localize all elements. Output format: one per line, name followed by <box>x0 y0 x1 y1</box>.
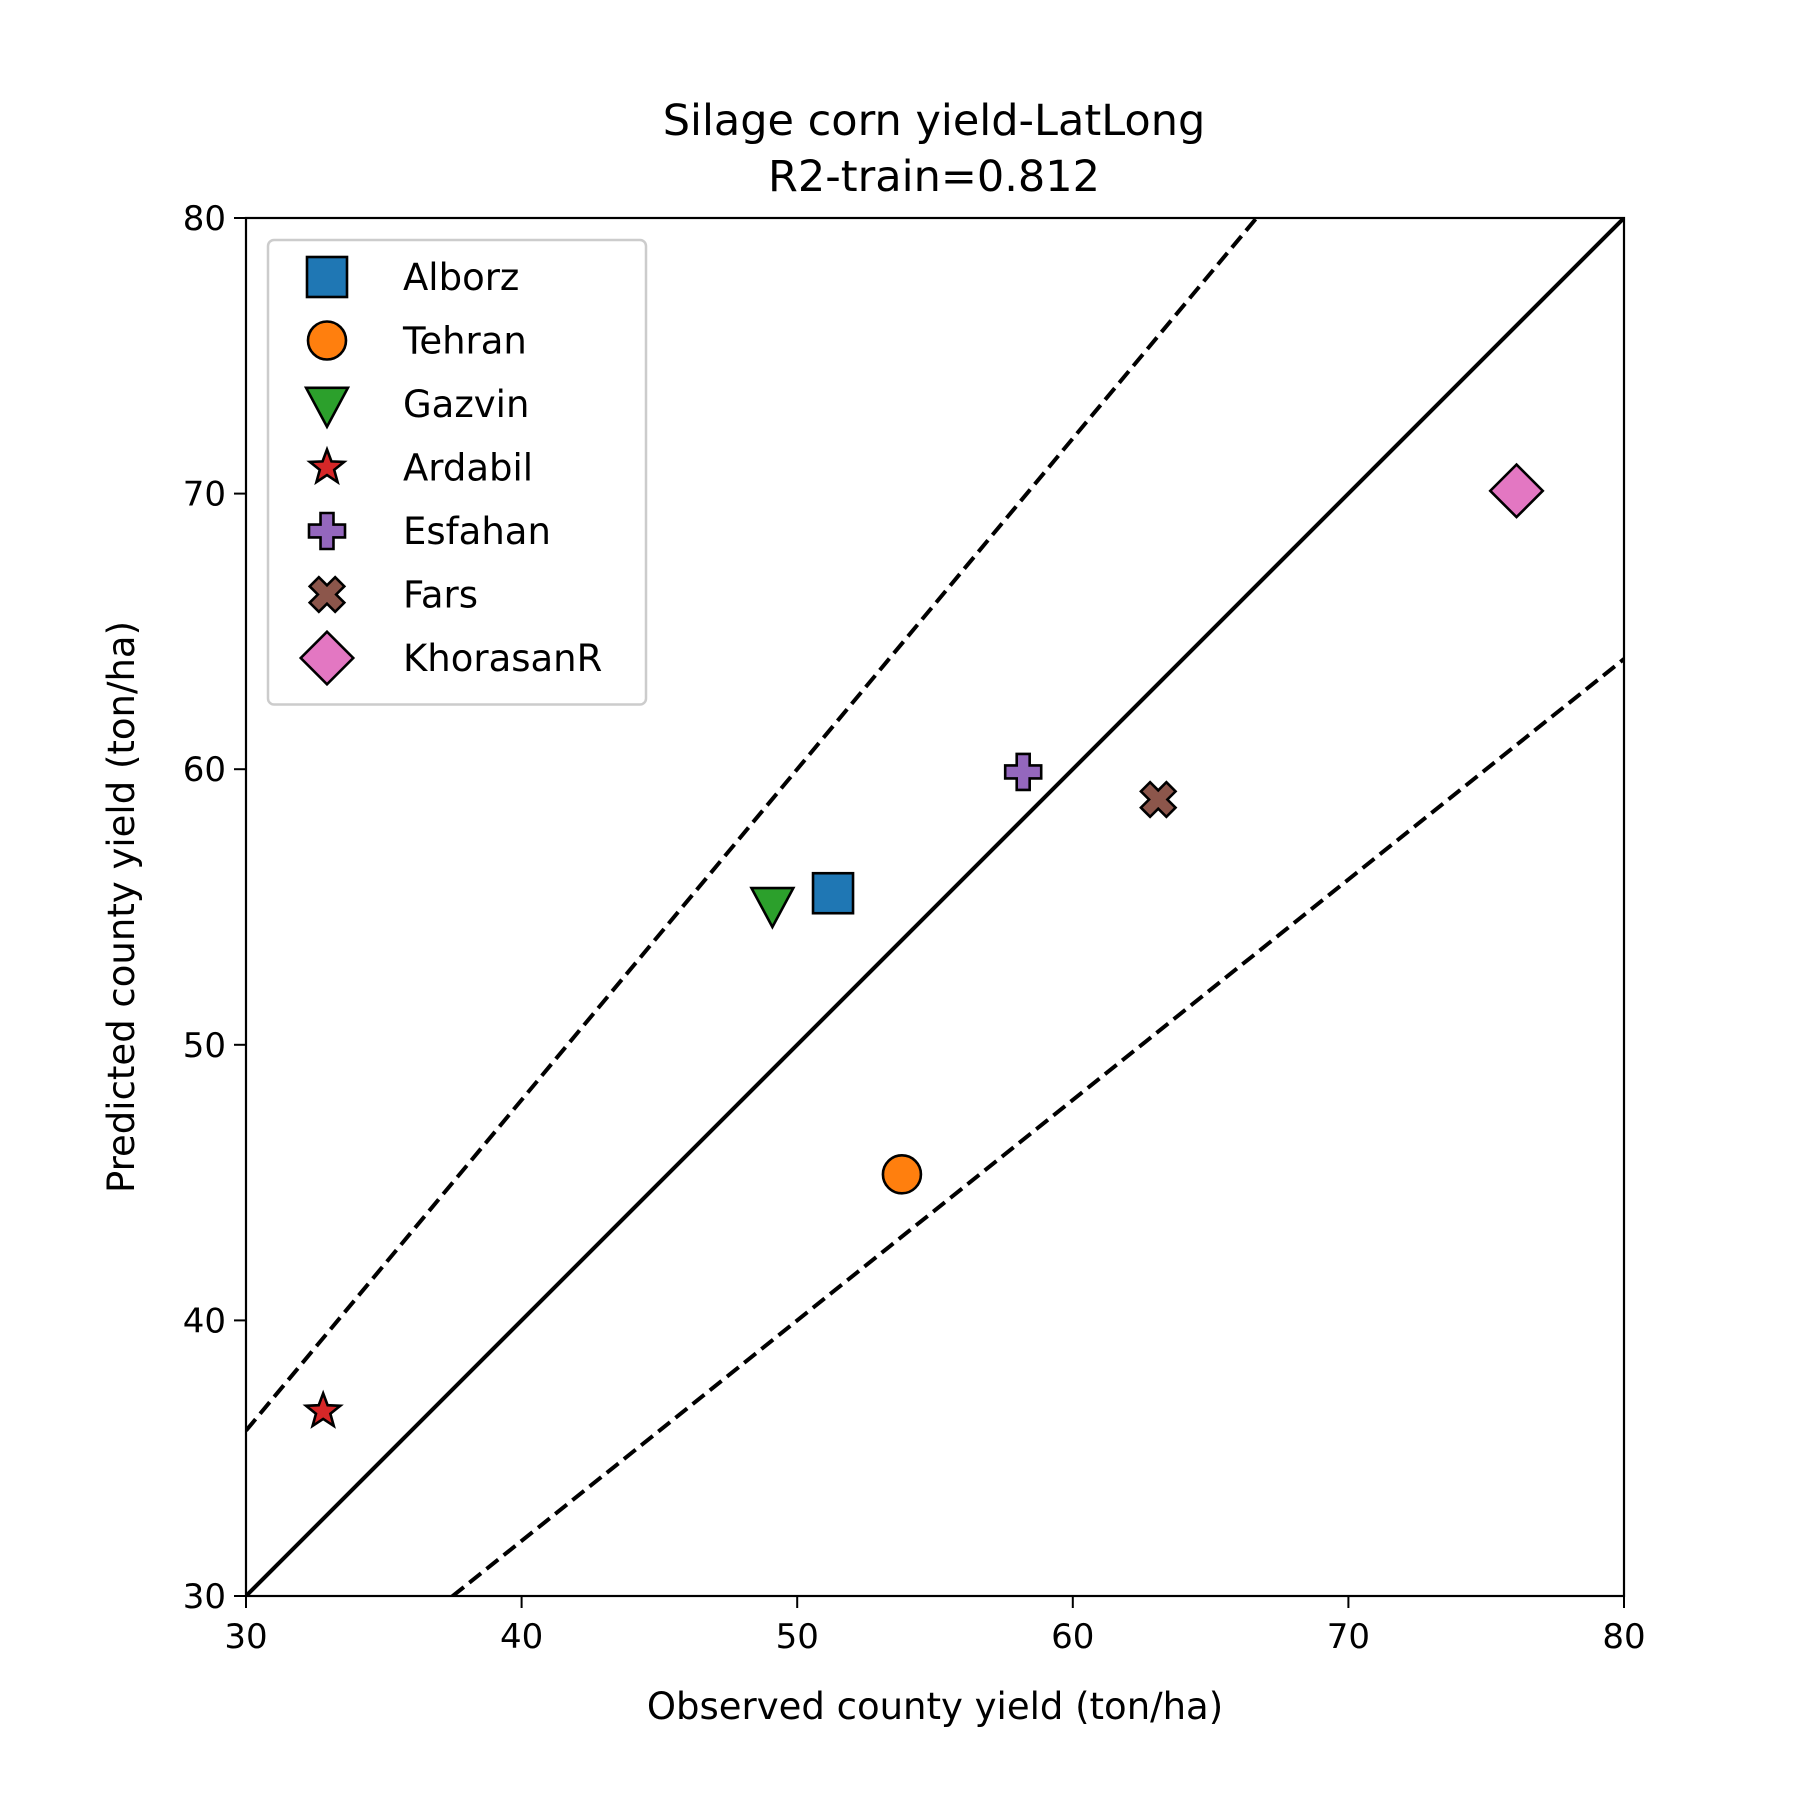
legend-marker-tehran <box>306 320 348 361</box>
legend: Alborz Tehran Gazvin Ardabil Esfahan Fars Khor… <box>266 238 648 706</box>
x-axis-ticks: 30 40 50 60 70 80 <box>224 1596 1646 1657</box>
point-tehran <box>881 1154 923 1195</box>
chart-title-line-1: Silage corn yield-LatLong <box>663 96 1206 146</box>
legend-marker-ardabil <box>306 445 348 486</box>
legend-box <box>266 238 648 706</box>
x-tick-label: 70 <box>1327 1617 1370 1657</box>
legend-label-esfahan: Esfahan <box>403 510 551 553</box>
legend-marker-gazvin <box>303 386 351 430</box>
chart-title-line-2: R2-train=0.812 <box>768 152 1100 202</box>
point-gazvin <box>749 886 796 930</box>
x-axis-label: Observed county yield (ton/ha) <box>647 1685 1223 1728</box>
legend-marker-esfahan <box>307 511 347 551</box>
x-tick-label: 30 <box>224 1617 267 1657</box>
data-points <box>302 462 1545 1429</box>
reference-lines <box>246 218 1624 1596</box>
legend-label-khorasanr: KhorasanR <box>403 637 602 680</box>
legend-label-tehran: Tehran <box>402 320 527 363</box>
point-khorasanr <box>1488 462 1545 519</box>
dashed-reference-line-1 <box>246 218 1260 1432</box>
legend-marker-fars <box>307 575 347 614</box>
legend-label-fars: Fars <box>403 574 478 617</box>
legend-label-gazvin: Gazvin <box>403 383 529 426</box>
point-alborz <box>811 871 855 915</box>
point-ardabil <box>302 1389 344 1429</box>
plot-frame <box>244 216 1626 1598</box>
x-tick-label: 60 <box>1051 1617 1094 1657</box>
y-tick-label: 40 <box>183 1301 226 1341</box>
chart-title: Silage corn yield-LatLong R2-train=0.812 <box>663 96 1206 202</box>
y-tick-label: 50 <box>183 1026 226 1066</box>
y-axis-label: Predicted county yield (ton/ha) <box>100 621 143 1193</box>
y-tick-label: 80 <box>183 199 226 239</box>
x-tick-label: 40 <box>500 1617 543 1657</box>
x-tick-label: 50 <box>776 1617 819 1657</box>
legend-marker-khorasanr <box>298 629 356 687</box>
one-to-one-line-0 <box>246 218 1624 1596</box>
y-tick-label: 60 <box>183 750 226 790</box>
y-axis-ticks: 30 40 50 60 70 80 <box>183 199 246 1617</box>
y-tick-label: 70 <box>183 475 226 515</box>
dashed-reference-line-2 <box>449 657 1624 1596</box>
point-esfahan <box>1003 752 1043 792</box>
legend-marker-alborz <box>305 255 349 299</box>
point-fars <box>1139 780 1178 819</box>
legend-label-alborz: Alborz <box>403 256 519 299</box>
x-tick-label: 80 <box>1602 1617 1645 1657</box>
legend-label-ardabil: Ardabil <box>403 447 533 490</box>
y-tick-label: 30 <box>183 1577 226 1617</box>
